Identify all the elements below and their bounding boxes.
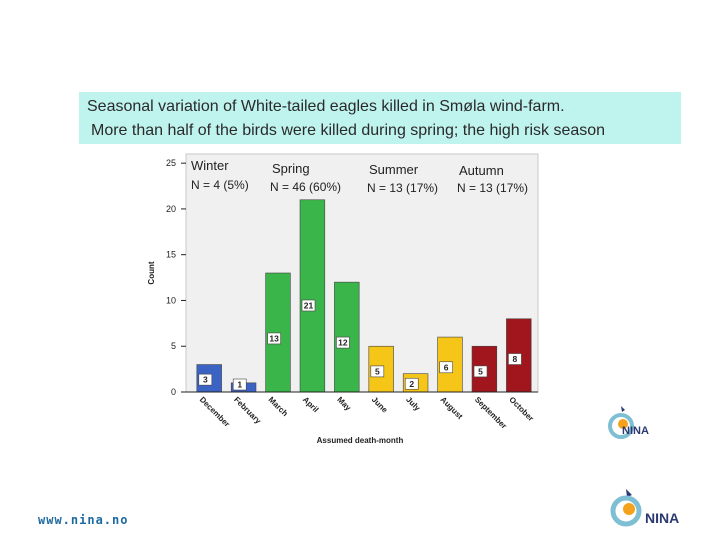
data-label-box — [267, 332, 281, 345]
bars: 3 1 13 21 12 5 2 6 5 8 — [186, 199, 538, 393]
x-tick-label: June — [370, 395, 390, 415]
x-tick-label: May — [335, 395, 353, 413]
y-axis: 0 5 10 15 20 25 — [166, 158, 186, 397]
season-labels: Winter N = 4 (5%) Spring N = 46 (60%) Summer… — [191, 158, 528, 195]
title-banner: Seasonal variation of White-tailed eagle… — [79, 92, 681, 144]
data-label-box — [439, 361, 453, 374]
nina-logo-large-icon — [610, 489, 642, 527]
data-label: 1 — [237, 380, 242, 390]
x-tick-label: September — [473, 395, 509, 431]
x-tick-labels: December February March April May June July Aug… — [198, 395, 536, 431]
footer-url[interactable]: www.nina.no — [38, 513, 129, 527]
season-name: Spring — [272, 161, 310, 176]
season-name: Winter — [191, 158, 229, 173]
nina-logo-small-icon — [608, 406, 634, 439]
season-name: Autumn — [459, 163, 504, 178]
data-label: 21 — [304, 300, 314, 310]
data-label-box — [232, 378, 247, 391]
data-label-box — [301, 299, 316, 312]
title-line-1: Seasonal variation of White-tailed eagle… — [87, 98, 565, 115]
y-tick-label: 5 — [171, 341, 176, 351]
x-tick-label: August — [439, 395, 465, 421]
data-label: 5 — [478, 366, 483, 376]
season-stat: N = 13 (17%) — [457, 181, 528, 195]
data-label-box — [336, 336, 350, 349]
data-label: 2 — [409, 379, 414, 389]
bar — [265, 272, 291, 393]
x-tick-label: April — [301, 395, 320, 414]
season-name: Summer — [369, 162, 419, 177]
y-tick-label: 20 — [166, 204, 176, 214]
data-label-box — [198, 373, 213, 386]
x-tick-label: December — [198, 395, 232, 429]
data-label-box — [404, 377, 419, 390]
season-stat: N = 4 (5%) — [191, 178, 249, 192]
data-label: 12 — [338, 338, 348, 348]
data-label-box — [508, 353, 522, 365]
data-label: 13 — [269, 333, 279, 343]
nina-logo-text-small: NINA — [622, 425, 649, 437]
data-label-box — [473, 365, 488, 378]
data-label: 8 — [513, 354, 518, 364]
x-tick-label: February — [232, 395, 263, 426]
season-stat: N = 46 (60%) — [270, 180, 341, 194]
y-axis-label: Count — [147, 261, 156, 284]
x-tick-label: March — [267, 395, 290, 418]
y-tick-label: 15 — [166, 250, 176, 260]
data-label: 3 — [203, 375, 208, 385]
x-axis-label: Assumed death-month — [317, 436, 404, 445]
y-tick-label: 25 — [166, 158, 176, 168]
bar — [299, 199, 326, 393]
x-tick-label: October — [507, 395, 535, 423]
y-tick-label: 10 — [166, 295, 176, 305]
data-label: 6 — [444, 362, 449, 372]
nina-logo-text-large: NINA — [645, 510, 680, 526]
data-label: 5 — [375, 366, 380, 376]
data-label-box — [370, 365, 385, 378]
season-stat: N = 13 (17%) — [367, 181, 438, 195]
y-tick-label: 0 — [171, 387, 176, 397]
title-line-2: More than half of the birds were killed … — [91, 122, 606, 139]
x-tick-label: July — [404, 395, 422, 413]
